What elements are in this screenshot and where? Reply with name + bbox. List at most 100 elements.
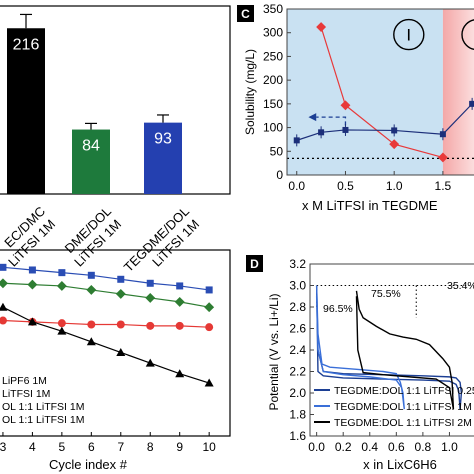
data-point xyxy=(0,263,7,271)
data-point xyxy=(115,288,126,299)
data-point xyxy=(342,126,349,133)
data-point xyxy=(391,127,398,134)
region-label-circle xyxy=(461,19,474,51)
x-tick-label: 0.6 xyxy=(388,440,405,454)
series-line xyxy=(2,319,210,328)
data-point xyxy=(437,152,448,163)
data-point xyxy=(86,337,96,346)
data-point xyxy=(204,378,214,387)
x-tick-label: 0.5 xyxy=(337,179,354,193)
y-tick-label: 3.0 xyxy=(289,279,306,293)
data-point xyxy=(117,275,125,283)
y-tick-label: 100 xyxy=(263,121,283,135)
x-tick-label: 0.8 xyxy=(415,440,432,454)
y-tick-label: 3.2 xyxy=(289,257,306,271)
data-point xyxy=(0,278,8,289)
bar xyxy=(144,122,182,194)
potential-panel: D 1.6 1.8 2.0 2.2 2.4 2.6 2.8 3.0 3.2 0.0 0.2 0.4 0.… xyxy=(246,255,474,472)
x-tick-label: 1.0 xyxy=(441,440,458,454)
bar-value-label: 93 xyxy=(154,131,172,148)
bar-value-label: 216 xyxy=(13,36,40,53)
data-point xyxy=(174,296,185,307)
x-tick-label: 10 xyxy=(202,440,216,454)
x-tick-label: 1.5 xyxy=(435,179,452,193)
data-point xyxy=(318,129,325,136)
bar xyxy=(7,28,45,194)
x-tick-label: 5 xyxy=(59,440,66,454)
data-point xyxy=(58,269,66,277)
dashed-guide-arrowhead xyxy=(308,113,317,122)
data-point xyxy=(87,320,96,329)
panel-label: D xyxy=(250,257,259,271)
y-tick-label: 2.2 xyxy=(289,365,306,379)
legend-entry: TEGDME:DOL 1:1 LiTFSI 0.25M xyxy=(334,385,474,397)
y-tick-label: 1.6 xyxy=(289,429,306,443)
x-tick-label: 3 xyxy=(0,440,7,454)
data-point xyxy=(204,302,215,313)
y-tick-label: 0 xyxy=(276,168,283,182)
series-line xyxy=(315,285,463,410)
data-point xyxy=(146,321,155,330)
x-tick-label: 7 xyxy=(117,440,124,454)
region-label-circle xyxy=(393,18,425,51)
legend-entry: OL 1:1 LiTFSI 1M xyxy=(2,401,84,413)
legend-entry: LiTFSI 1M xyxy=(2,388,50,400)
data-point xyxy=(389,139,400,150)
solubility-plot-frame xyxy=(286,8,474,176)
data-point xyxy=(87,271,95,279)
x-tick-label: 8 xyxy=(147,440,154,454)
legend-entry: LiPF6 1M xyxy=(2,375,47,387)
annotation: 96.5% xyxy=(323,303,353,315)
data-point xyxy=(145,292,156,303)
y-tick-label: 2.6 xyxy=(289,322,306,336)
y-tick-label: 300 xyxy=(263,26,283,40)
region-one-band xyxy=(287,9,443,175)
series-line xyxy=(320,26,444,159)
series-line xyxy=(296,103,473,141)
data-point xyxy=(176,282,184,290)
data-point xyxy=(0,316,7,325)
region-label: I xyxy=(406,26,411,45)
y-tick-label: 2.0 xyxy=(289,386,306,400)
annotation: 35.4% xyxy=(447,280,474,292)
data-point xyxy=(175,321,184,330)
data-point xyxy=(116,320,125,329)
data-point xyxy=(205,286,213,294)
data-point xyxy=(0,302,8,311)
cycle-x-axis-label: Cycle index # xyxy=(49,457,128,472)
x-tick-label: 9 xyxy=(176,440,183,454)
series-line xyxy=(2,266,210,291)
legend-entry: TEGDME:DOL 1:1 LiTFSI 1M xyxy=(334,401,472,413)
data-point xyxy=(57,319,66,328)
y-tick-label: 250 xyxy=(263,49,283,63)
annotation: 75.5% xyxy=(371,288,401,300)
y-tick-label: 2.4 xyxy=(289,343,306,357)
panel-label-box xyxy=(246,255,263,272)
bar-value-label: 84 xyxy=(82,138,100,155)
data-point xyxy=(145,358,155,367)
solubility-y-axis-label: Solubility (mg/L) xyxy=(243,49,257,135)
data-point xyxy=(57,326,67,335)
data-point xyxy=(205,323,214,332)
potential-x-axis-label: x in LixC6H6 xyxy=(363,457,437,472)
series-line xyxy=(2,306,210,384)
y-tick-label: 1.8 xyxy=(289,408,306,422)
legend-entry: OL 1:1 LiTFSI 1M xyxy=(2,414,84,426)
dashed-guide xyxy=(316,116,347,133)
x-tick-label: 4 xyxy=(29,440,36,454)
y-tick-label: 2.8 xyxy=(289,300,306,314)
data-point xyxy=(86,284,97,295)
data-point xyxy=(56,280,67,291)
solubility-x-axis-label: x M LiTFSI in TEGDME xyxy=(302,198,438,213)
cycle-panel: 3 4 5 6 7 8 9 10 LiPF6 1M LiTFSI 1M OL 1:1 LiTF… xyxy=(0,249,231,472)
data-point xyxy=(439,131,446,138)
data-point xyxy=(28,266,36,274)
y-tick-label: 50 xyxy=(270,144,284,158)
legend-entry: TEGDME:DOL 1:1 LiTFSI 2M xyxy=(334,417,472,429)
y-tick-label: 350 xyxy=(263,2,283,16)
x-tick-label: 1.0 xyxy=(386,179,403,193)
x-tick-label: 0.0 xyxy=(288,179,305,193)
